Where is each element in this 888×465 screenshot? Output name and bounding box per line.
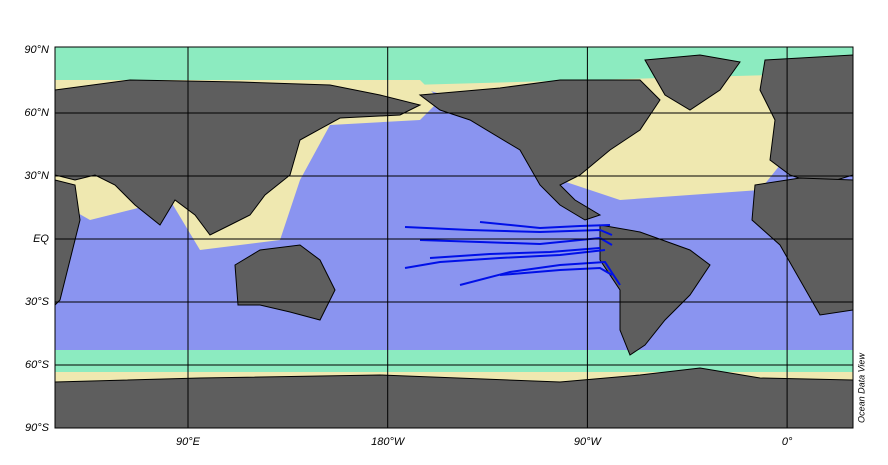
europe (759, 54, 853, 186)
lat-label: 90°N (24, 44, 49, 56)
south-america (599, 224, 711, 356)
lat-label: 90°S (25, 422, 50, 434)
lat-label: 30°N (24, 170, 49, 182)
track (459, 260, 621, 286)
lon-label: 0° (782, 436, 793, 448)
track (404, 249, 606, 269)
australia (234, 244, 336, 321)
north-america (418, 79, 661, 221)
track (499, 266, 613, 276)
lat-label: EQ (33, 233, 49, 245)
graticule (54, 46, 854, 429)
track (404, 226, 613, 236)
lon-label: 90°E (176, 436, 201, 448)
africa-west (751, 177, 853, 316)
credit: Ocean Data View (856, 353, 866, 423)
map-body (55, 47, 853, 428)
frame (54, 46, 854, 429)
greenland (644, 54, 741, 111)
track (419, 236, 613, 246)
lon-label: 180°W (371, 436, 406, 448)
lon-label: 90°W (574, 436, 603, 448)
track (479, 221, 611, 230)
drifter-tracks (404, 221, 621, 286)
lat-label: 60°N (24, 107, 49, 119)
lat-label: 30°S (25, 296, 50, 308)
africa-east (55, 179, 81, 306)
antarctica (55, 367, 853, 428)
eurasia (55, 79, 422, 236)
track (429, 247, 601, 259)
lat-label: 60°S (25, 359, 50, 371)
